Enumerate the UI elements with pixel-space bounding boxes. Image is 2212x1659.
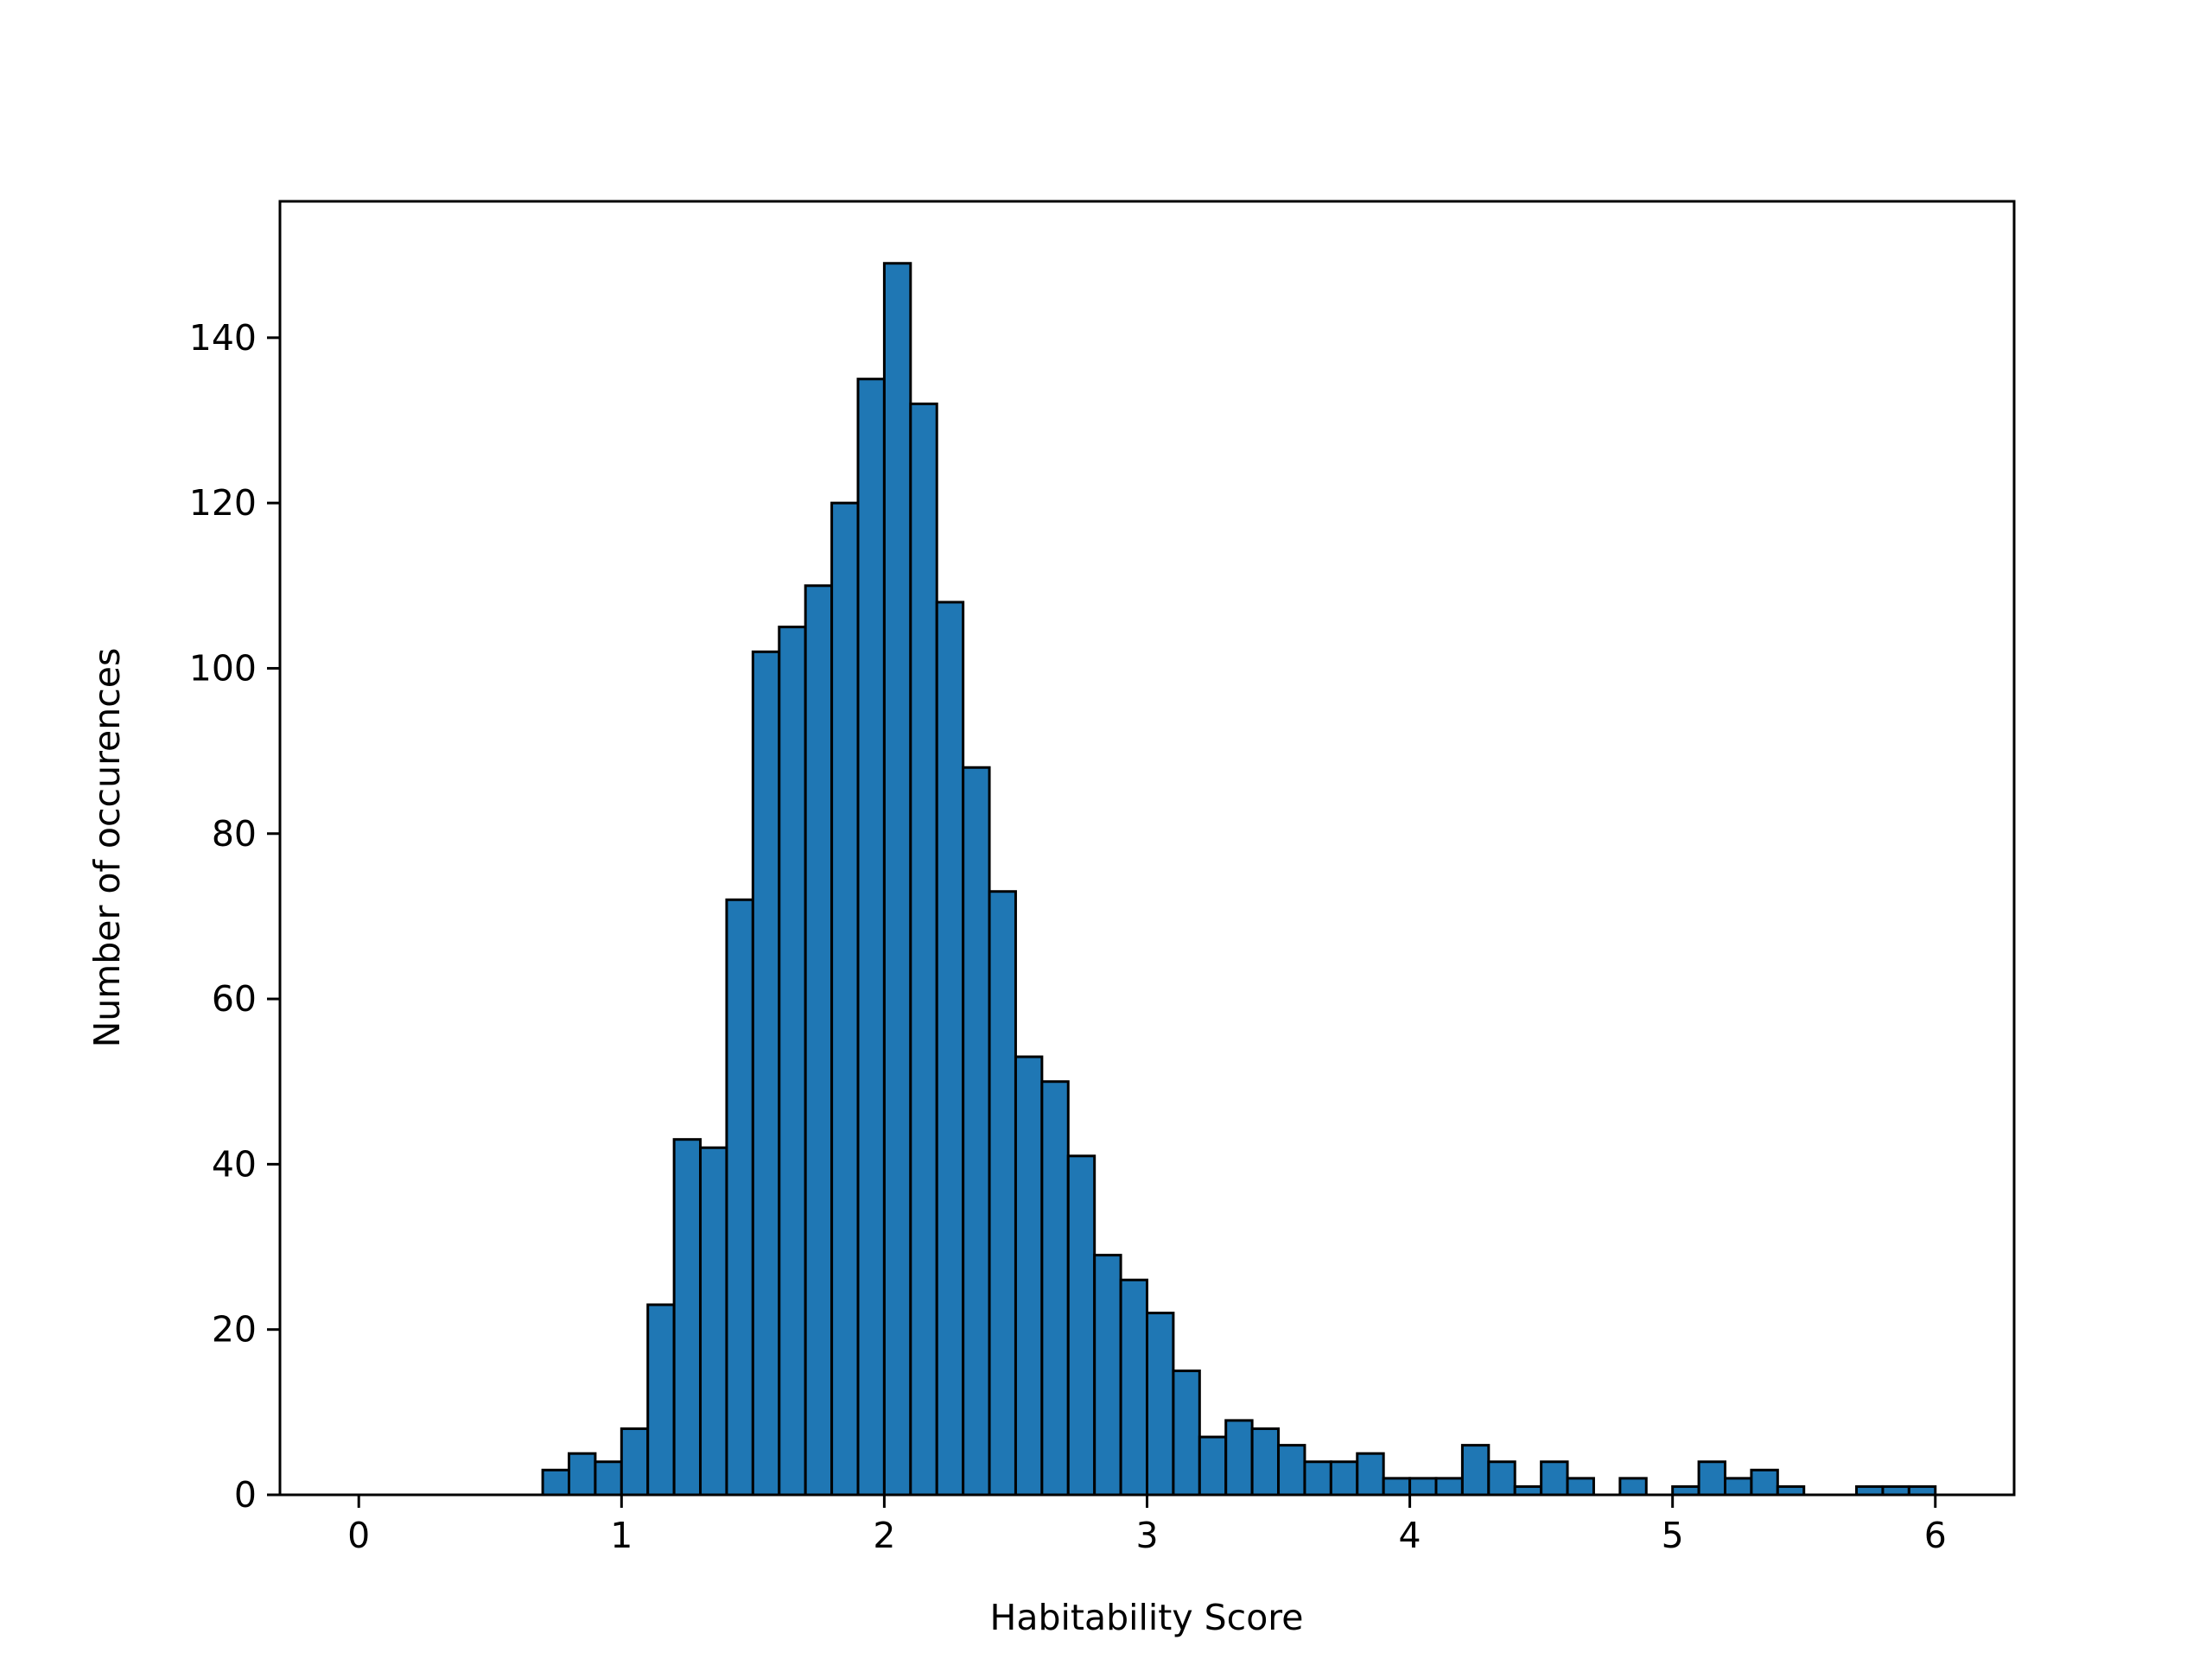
x-tick-label: 0 [347, 1515, 370, 1556]
histogram-bar [1487, 1460, 1516, 1497]
y-tick-label: 100 [189, 647, 257, 689]
histogram-bar [1040, 1080, 1070, 1497]
histogram-bar [856, 378, 886, 1497]
histogram-bar [1224, 1419, 1254, 1497]
histogram-bar [620, 1427, 650, 1497]
histogram-bar [1250, 1427, 1281, 1497]
histogram-bar [725, 898, 754, 1497]
histogram-bar [672, 1138, 702, 1497]
x-tick-label: 1 [610, 1515, 632, 1556]
histogram-bar [541, 1468, 570, 1497]
histogram-bar [1566, 1477, 1595, 1497]
histogram-bar [594, 1460, 623, 1497]
histogram-bar [1014, 1055, 1044, 1497]
histogram-bar [1408, 1477, 1438, 1497]
y-tick-label: 140 [189, 317, 257, 359]
histogram-bar [1066, 1154, 1096, 1497]
histogram-bar [1303, 1460, 1332, 1497]
histogram-bar [830, 501, 860, 1497]
histogram-bar [1697, 1460, 1727, 1497]
bars-group [541, 262, 1937, 1497]
histogram-bar [1093, 1254, 1122, 1497]
x-axis-label: Habitability Score [990, 1597, 1304, 1638]
x-tick-label: 5 [1662, 1515, 1684, 1556]
y-tick-label: 60 [212, 978, 257, 1020]
histogram-bar [1382, 1477, 1412, 1497]
x-tick-label: 4 [1399, 1515, 1421, 1556]
y-tick-label: 120 [189, 482, 257, 524]
histogram-bar [699, 1146, 728, 1497]
histogram-bar [882, 262, 912, 1497]
histogram-bar [804, 584, 834, 1497]
y-axis-label: Number of occurences [86, 648, 128, 1048]
histogram-bar [1329, 1460, 1359, 1497]
histogram-bar [1277, 1444, 1306, 1497]
y-tick-label: 20 [212, 1309, 257, 1351]
x-axis-ticks: 0 1 2 3 4 5 6 [347, 1495, 1947, 1556]
histogram-bar [1146, 1312, 1175, 1497]
x-tick-label: 6 [1924, 1515, 1947, 1556]
histogram-bar [1356, 1452, 1385, 1497]
histogram-bar [1119, 1278, 1149, 1497]
histogram-bar [909, 402, 938, 1497]
histogram-bar [568, 1452, 597, 1497]
histogram-bar [1540, 1460, 1569, 1497]
histogram-bar [1198, 1435, 1228, 1497]
x-tick-label: 2 [873, 1515, 895, 1556]
histogram-bar [751, 650, 781, 1497]
y-axis-ticks: 0 20 40 60 80 100 120 140 [189, 317, 280, 1516]
histogram-bar [1172, 1370, 1201, 1497]
x-tick-label: 3 [1135, 1515, 1158, 1556]
histogram-bar [778, 626, 807, 1497]
histogram-bar [646, 1303, 676, 1497]
histogram-bar [962, 766, 991, 1497]
histogram-bar [1618, 1477, 1648, 1497]
histogram-bar [1750, 1468, 1779, 1497]
histogram-bar [1724, 1477, 1753, 1497]
histogram-bar [935, 601, 965, 1497]
histogram-bar [1460, 1444, 1491, 1497]
histogram-bar [988, 890, 1017, 1497]
y-tick-label: 0 [234, 1474, 257, 1516]
y-tick-label: 80 [212, 813, 257, 855]
y-tick-label: 40 [212, 1143, 257, 1185]
histogram-bar [1434, 1477, 1464, 1497]
